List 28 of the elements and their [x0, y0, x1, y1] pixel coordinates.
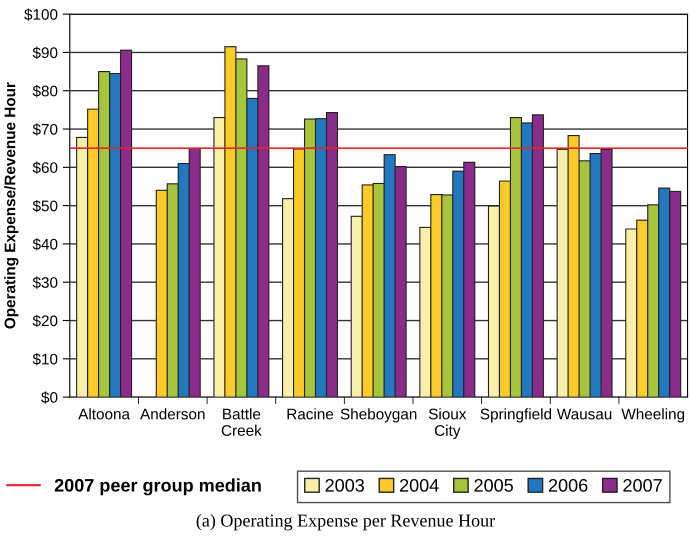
legend-label: 2006 — [548, 478, 588, 492]
y-tick-label: $20 — [32, 314, 58, 328]
text: (a) Operating Expense per Revenue Hour — [196, 514, 495, 530]
y-tick-label: $0 — [41, 391, 58, 404]
x-tick-label: Wausau — [556, 408, 612, 420]
legend-label: 2003 — [326, 478, 364, 492]
x-tick-label: Sioux City — [428, 408, 466, 439]
y-tick-label: $90 — [32, 46, 58, 60]
y-axis-title: Operating Expense/Revenue Hour — [4, 82, 18, 329]
y-tick-label: $60 — [32, 162, 58, 174]
legend-label: 2007 — [623, 478, 662, 492]
x-tick-label: Altoona — [78, 408, 130, 420]
y-tick-label: $80 — [32, 84, 58, 98]
x-tick-label: Racine — [288, 408, 334, 420]
x-tick-label: Wheeling — [621, 408, 684, 422]
x-tick-label: Springfield — [480, 408, 552, 422]
y-tick-label: $10 — [32, 353, 58, 366]
legend-label: 2005 — [474, 478, 513, 492]
y-tick-label: $100 — [24, 8, 58, 21]
y-tick-label: $40 — [32, 238, 58, 251]
x-tick-label: Sheboygan — [340, 408, 416, 422]
y-tick-label: $70 — [32, 123, 58, 136]
y-tick-label: $30 — [32, 276, 58, 289]
y-tick-label: $50 — [32, 200, 58, 212]
legend-label: 2007 peer group median — [54, 478, 261, 496]
x-tick-label: Anderson — [140, 408, 204, 420]
legend-label: 2004 — [400, 478, 439, 492]
x-tick-label: Battle Creek — [222, 408, 262, 436]
